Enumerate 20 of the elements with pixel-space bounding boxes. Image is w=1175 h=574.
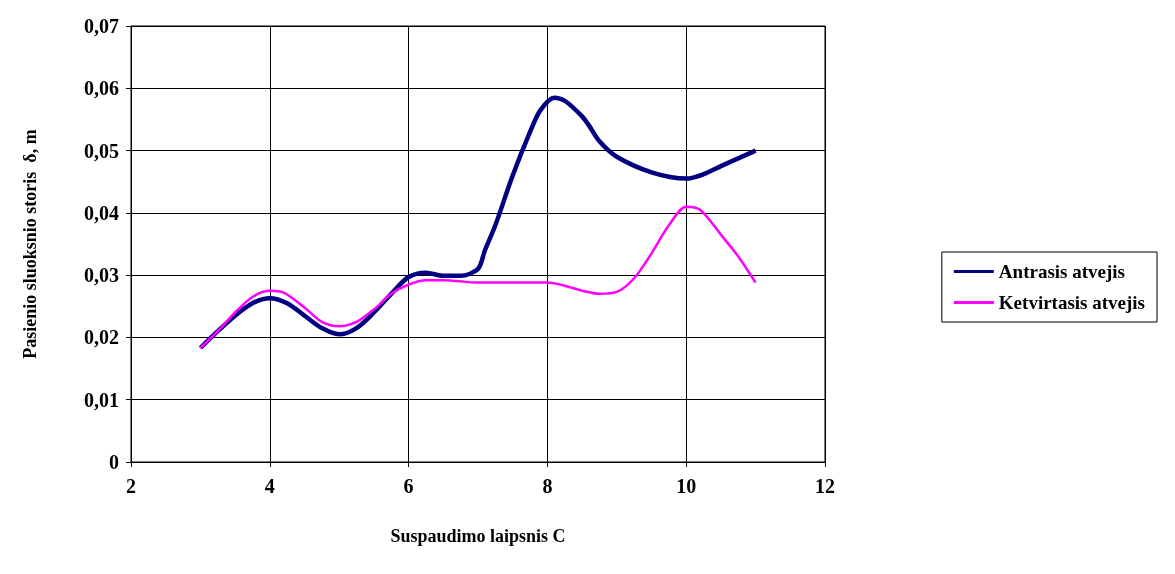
y-tick-label: 0,07 bbox=[84, 15, 119, 37]
y-tick-label: 0 bbox=[109, 451, 119, 473]
y-tick-label: 0,02 bbox=[84, 326, 119, 349]
legend-label: Ketvirtasis atvejis bbox=[998, 292, 1145, 313]
line-series bbox=[198, 95, 758, 351]
x-tick-label: 10 bbox=[676, 475, 697, 497]
line-series bbox=[199, 205, 757, 350]
legend-label: Antrasis atvejis bbox=[998, 261, 1125, 282]
y-axis-title: Pasienio sluoksnio storis δ, m bbox=[20, 129, 40, 359]
y-tick-label: 0,06 bbox=[84, 77, 119, 100]
y-tick-label: 0,04 bbox=[84, 201, 119, 224]
x-tick-label: 4 bbox=[264, 475, 275, 497]
y-tick-label: 0,01 bbox=[84, 388, 119, 411]
x-tick-label: 6 bbox=[403, 475, 414, 497]
x-tick-label: 8 bbox=[542, 475, 553, 497]
x-tick-label: 12 bbox=[815, 475, 835, 497]
y-tick-label: 0,03 bbox=[84, 264, 119, 287]
y-tick-label: 0,05 bbox=[84, 139, 119, 162]
x-tick-label: 2 bbox=[126, 475, 136, 497]
x-axis-title: Suspaudimo laipsnis C bbox=[390, 526, 566, 546]
